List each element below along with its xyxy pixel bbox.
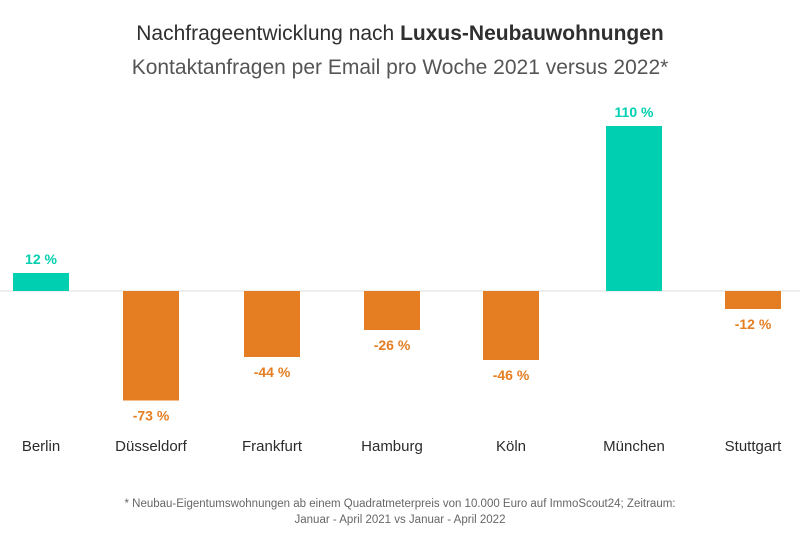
bar-muenchen [606, 126, 662, 291]
category-label-duesseldorf: Düsseldorf [115, 438, 188, 455]
chart-subtitle: Kontaktanfragen per Email pro Woche 2021… [131, 56, 669, 79]
chart-title-bold: Luxus-Neubauwohnungen [400, 22, 664, 45]
data-label-hamburg: -26 % [374, 337, 411, 353]
category-label-hamburg: Hamburg [361, 438, 423, 455]
data-label-frankfurt: -44 % [254, 364, 291, 380]
category-label-muenchen: München [603, 438, 665, 455]
data-label-berlin: 12 % [25, 251, 57, 267]
chart-title-regular: Nachfrageentwicklung nach [136, 22, 401, 45]
bar-stuttgart [725, 291, 781, 309]
bar-frankfurt [244, 291, 300, 357]
data-label-duesseldorf: -73 % [133, 408, 170, 424]
bar-chart: 12 % Berlin -73 % Düsseldorf -44 % Frankfurt -… [0, 104, 800, 455]
bar-koeln [483, 291, 539, 360]
footnote: * Neubau-Eigentumswohnungen ab einem Qua… [0, 496, 800, 528]
category-label-frankfurt: Frankfurt [242, 438, 303, 455]
data-label-koeln: -46 % [493, 367, 530, 383]
category-label-koeln: Köln [496, 438, 526, 455]
data-label-stuttgart: -12 % [735, 316, 772, 332]
category-label-stuttgart: Stuttgart [725, 438, 783, 455]
bar-duesseldorf [123, 291, 179, 401]
bar-hamburg [364, 291, 420, 330]
footnote-line-1: * Neubau-Eigentumswohnungen ab einem Qua… [124, 498, 676, 510]
footnote-line-2: Januar - April 2021 vs Januar - April 20… [294, 514, 506, 526]
category-label-berlin: Berlin [22, 438, 60, 455]
chart-title: Nachfrageentwicklung nach Luxus-Neubauwo… [0, 22, 800, 46]
data-label-muenchen: 110 % [615, 104, 654, 120]
bar-berlin [13, 273, 69, 291]
